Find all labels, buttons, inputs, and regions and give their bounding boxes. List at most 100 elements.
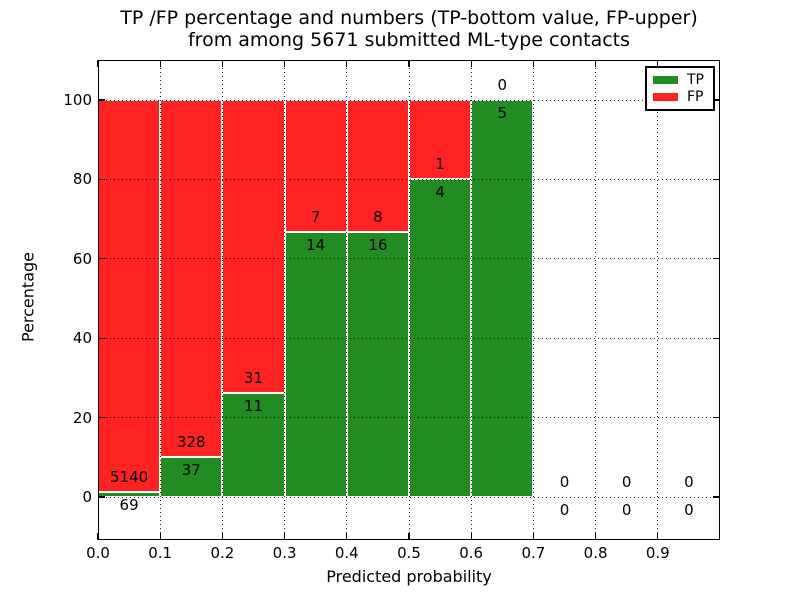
chart-title-line2: from among 5671 submitted ML-type contac…	[187, 29, 631, 51]
y-tick-label: 40	[72, 329, 92, 348]
fp-count-label: 7	[310, 208, 321, 227]
fp-count-label: 0	[684, 473, 694, 491]
y-tick-mark-right	[713, 496, 720, 498]
y-tick-mark-right	[713, 417, 720, 419]
x-tick-label: 0.2	[210, 544, 235, 562]
y-tick-label: 0	[82, 488, 92, 506]
y-tick-mark-right	[713, 178, 720, 181]
x-tick-mark-bottom	[470, 533, 472, 540]
x-tick-mark-top	[284, 60, 286, 67]
fp-count-label: 328	[176, 432, 206, 451]
x-tick-mark-top	[346, 60, 348, 67]
tp-count-label: 4	[435, 183, 445, 202]
x-tick-mark-bottom	[221, 533, 224, 540]
y-tick-label: 80	[72, 170, 92, 189]
tp-bar-segment	[346, 232, 409, 497]
tp-bar-segment	[471, 100, 534, 497]
x-tick-label: 0.8	[583, 544, 608, 562]
x-tick-mark-top	[532, 60, 535, 67]
chart-title-line1: TP /FP percentage and numbers (TP-bottom…	[120, 7, 698, 29]
x-tick-mark-bottom	[532, 533, 535, 540]
legend-swatch-tp	[653, 75, 678, 84]
fp-count-label: 31	[243, 369, 264, 388]
y-tick-mark-left	[98, 337, 105, 339]
x-tick-mark-bottom	[657, 533, 659, 540]
y-tick-label: 60	[72, 249, 92, 268]
tp-count-label: 0	[559, 501, 570, 519]
tp-count-label: 5	[497, 104, 508, 122]
tp-count-label: 16	[368, 236, 388, 255]
legend-item-tp: TP	[653, 73, 707, 87]
tp-count-label: 0	[621, 501, 632, 519]
tp-count-label: 14	[306, 236, 326, 255]
x-axis-label: Predicted probability	[326, 567, 492, 586]
x-tick-label: 0.5	[397, 544, 421, 562]
fp-bar-segment	[346, 100, 409, 233]
y-tick-mark-left	[98, 417, 105, 419]
y-tick-label: 100	[63, 91, 92, 109]
tp-count-label: 37	[181, 460, 201, 479]
x-tick-mark-bottom	[284, 533, 286, 540]
tp-bar-segment	[284, 232, 347, 497]
y-tick-label: 20	[72, 408, 92, 427]
tp-bar-segment	[160, 456, 223, 497]
x-tick-mark-bottom	[97, 533, 99, 540]
fp-count-label: 0	[621, 473, 632, 491]
legend-box: TP FP	[645, 66, 715, 111]
x-tick-mark-bottom	[159, 533, 161, 540]
x-tick-mark-top	[657, 60, 659, 67]
fp-count-label: 1	[435, 155, 445, 174]
tp-bar-segment	[222, 393, 285, 497]
x-tick-label: 0.3	[272, 544, 297, 562]
x-tick-mark-top	[159, 60, 161, 67]
gridline-vertical	[595, 60, 597, 540]
fp-bar-segment	[160, 100, 223, 457]
y-tick-mark-right	[713, 258, 720, 260]
fp-bar-segment	[98, 100, 161, 492]
x-tick-label: 0.4	[334, 544, 359, 562]
x-tick-label: 0.7	[521, 544, 546, 562]
y-tick-mark-right	[713, 99, 720, 101]
x-tick-mark-top	[595, 60, 597, 67]
x-tick-label: 0.9	[645, 544, 670, 562]
gridline-vertical	[346, 60, 348, 540]
gridline-vertical	[532, 60, 534, 540]
x-tick-mark-top	[221, 60, 224, 67]
x-tick-label: 0.1	[148, 544, 173, 562]
x-tick-label: 0.0	[86, 544, 110, 562]
x-tick-mark-bottom	[408, 533, 410, 540]
fp-bar-segment	[284, 100, 347, 233]
y-tick-mark-right	[713, 337, 720, 339]
tp-count-label: 69	[119, 495, 139, 514]
legend-swatch-fp	[653, 93, 678, 102]
y-tick-mark-left	[98, 178, 105, 181]
gridline-vertical	[657, 60, 659, 540]
x-tick-mark-bottom	[595, 533, 597, 540]
fp-count-label: 0	[559, 473, 570, 491]
fp-count-label: 0	[497, 76, 508, 94]
y-tick-mark-left	[98, 496, 105, 498]
fp-bar-segment	[409, 100, 472, 180]
gridline-vertical	[221, 60, 223, 540]
legend-label: FP	[687, 89, 704, 106]
gridline-vertical	[159, 60, 161, 540]
chart-title: TP /FP percentage and numbers (TP-bottom…	[120, 7, 698, 51]
x-tick-mark-top	[97, 60, 99, 67]
tp-count-label: 11	[243, 397, 264, 416]
legend-label: TP	[687, 71, 704, 88]
fp-bar-segment	[222, 100, 285, 394]
y-tick-mark-left	[98, 258, 105, 260]
fp-count-label: 5140	[110, 467, 149, 486]
fp-count-label: 8	[373, 208, 383, 227]
y-axis-label: Percentage	[18, 251, 38, 343]
tp-count-label: 0	[684, 501, 694, 519]
x-tick-mark-top	[408, 60, 410, 67]
x-tick-mark-bottom	[346, 533, 348, 540]
legend-item-fp: FP	[653, 90, 707, 104]
y-tick-mark-left	[98, 99, 105, 101]
gridline-vertical	[284, 60, 286, 540]
gridline-vertical	[470, 60, 472, 540]
gridline-vertical	[408, 60, 410, 540]
x-tick-mark-top	[470, 60, 472, 67]
